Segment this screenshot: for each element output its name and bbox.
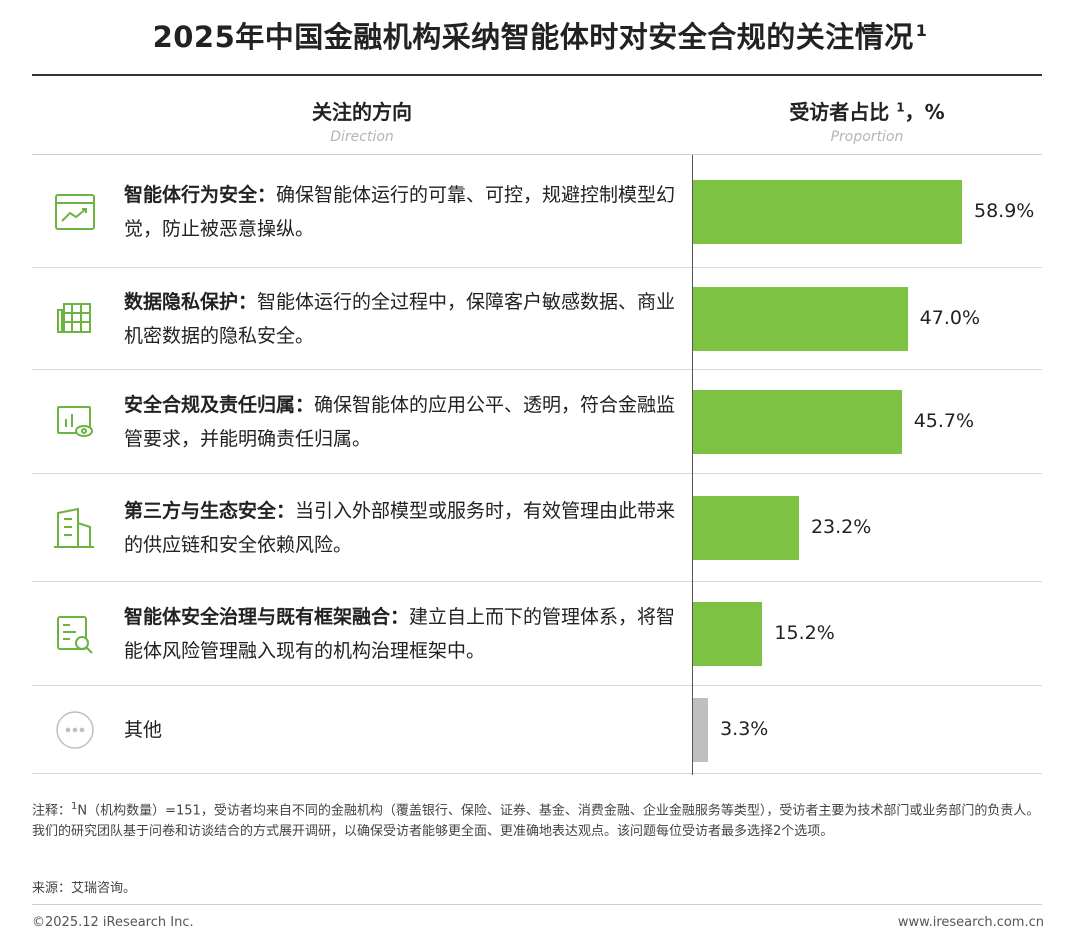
bar-6 [693, 698, 709, 762]
table-row: 其他 [32, 686, 1042, 774]
row-divider [32, 685, 1042, 686]
row-description: 第三方与生态安全：当引入外部模型或服务时，有效管理由此带来的供应链和安全依赖风险… [124, 500, 676, 556]
bar-value-label: 3.3% [720, 718, 769, 740]
bar-value-label: 15.2% [774, 622, 835, 644]
header-direction-en: Direction [330, 129, 394, 145]
bar-value-label: 47.0% [919, 307, 980, 329]
more-dots-icon [52, 707, 98, 753]
table-row: 安全合规及责任归属：确保智能体的应用公平、透明，符合金融监管要求，并能明确责任归… [32, 370, 1042, 474]
table-row: 智能体行为安全：确保智能体运行的可靠、可控，规避控制模型幻觉，防止被恶意操纵。 [32, 156, 1042, 268]
header-proportion-cn: 受访者占比 1，% [789, 100, 945, 124]
bar-4 [693, 496, 799, 560]
row-description: 其他 [124, 719, 163, 741]
copyright: ©2025.12 iResearch Inc. [32, 915, 194, 930]
chart-title: 2025年中国金融机构采纳智能体时对安全合规的关注情况 1 [152, 20, 928, 54]
website-link[interactable]: www.iresearch.com.cn [897, 915, 1044, 930]
header-direction: 关注的方向 Direction [32, 96, 692, 145]
row-description: 数据隐私保护：智能体运行的全过程中，保障客户敏感数据、商业机密数据的隐私安全。 [124, 291, 676, 347]
header-rule [32, 154, 1042, 155]
footnote: 注释：1N（机构数量）=151，受访者均来自不同的金融机构（覆盖银行、保险、证券… [32, 801, 1040, 840]
monitor-eye-icon [52, 399, 98, 445]
row-divider [32, 473, 1042, 474]
header-direction-cn: 关注的方向 [312, 100, 412, 124]
footer-rule [32, 904, 1042, 905]
row-description: 智能体安全治理与既有框架融合：建立自上而下的管理体系，将智能体风险管理融入现有的… [124, 606, 676, 662]
row-description: 安全合规及责任归属：确保智能体的应用公平、透明，符合金融监管要求，并能明确责任归… [124, 394, 676, 450]
source-note: 来源：艾瑞咨询。 [32, 881, 137, 896]
bar-value-label: 23.2% [810, 516, 872, 538]
bar-value-label: 58.9% [974, 200, 1035, 222]
table-row: 第三方与生态安全：当引入外部模型或服务时，有效管理由此带来的供应链和安全依赖风险… [32, 474, 1042, 582]
header-proportion-en: Proportion [830, 129, 904, 145]
building-icon [52, 505, 98, 551]
bar-3 [693, 390, 902, 454]
title-rule [32, 74, 1042, 76]
row-divider [32, 773, 1042, 774]
bar-1 [693, 180, 962, 244]
row-divider [32, 267, 1042, 268]
header-proportion: 受访者占比 1，% Proportion [692, 96, 1042, 145]
table-row: 智能体安全治理与既有框架融合：建立自上而下的管理体系，将智能体风险管理融入现有的… [32, 582, 1042, 686]
grid-data-icon [52, 296, 98, 342]
table-row: 数据隐私保护：智能体运行的全过程中，保障客户敏感数据、商业机密数据的隐私安全。 [32, 268, 1042, 370]
chart-window-icon [52, 189, 98, 235]
bar-2 [693, 287, 908, 351]
row-description: 智能体行为安全：确保智能体运行的可靠、可控，规避控制模型幻觉，防止被恶意操纵。 [124, 184, 676, 240]
axis-line [692, 155, 693, 775]
row-divider [32, 369, 1042, 370]
row-divider [32, 581, 1042, 582]
document-search-icon [52, 611, 98, 657]
bar-value-label: 45.7% [913, 410, 975, 432]
bar-5 [693, 602, 763, 666]
